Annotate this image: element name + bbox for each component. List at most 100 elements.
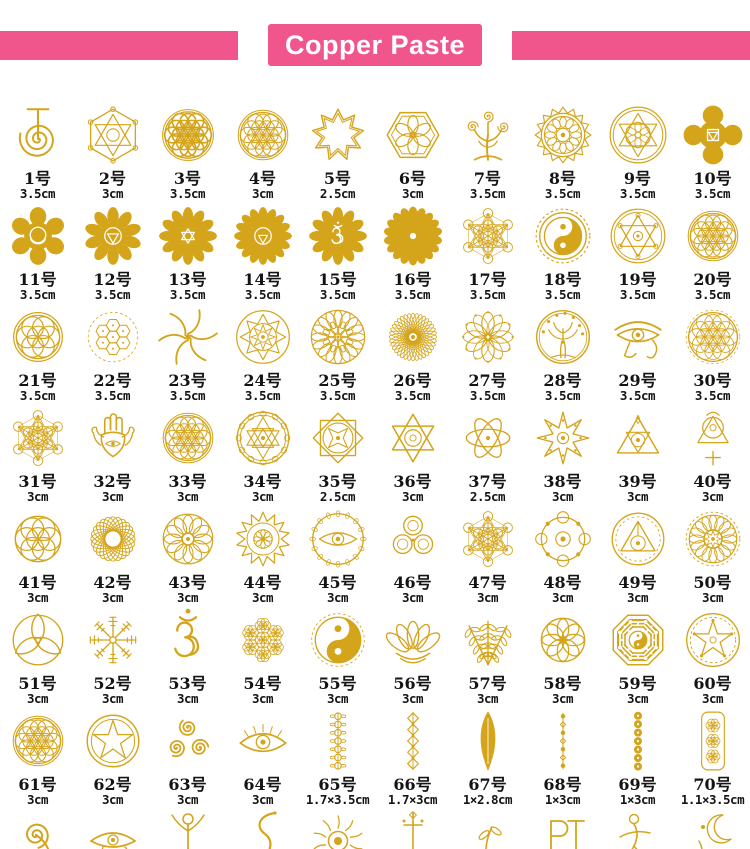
- product-item: 48号 3cm: [525, 504, 600, 605]
- partial-item: [450, 807, 525, 849]
- hexagon-flower-icon: [376, 100, 450, 170]
- dense-mandala-icon: [676, 504, 750, 574]
- item-number: 30号: [693, 371, 732, 390]
- honeycomb-flower-icon: [76, 302, 150, 372]
- item-size: 3cm: [626, 590, 649, 605]
- item-size: 3.5cm: [544, 287, 581, 302]
- raised-figure-icon: [156, 807, 220, 849]
- product-item: 32号 3cm: [75, 403, 150, 504]
- item-number: 10号: [693, 169, 732, 188]
- lotus-mandala-icon: [301, 302, 375, 372]
- item-number: 26号: [393, 371, 432, 390]
- item-size: 1.1×3.5cm: [680, 792, 745, 807]
- celtic-knot-icon: [451, 403, 525, 473]
- cross-wand-icon: [381, 807, 445, 849]
- moon-figure-icon: [681, 807, 745, 849]
- product-item: 66号 1.7×3cm: [375, 706, 450, 807]
- product-item: 56号 3cm: [375, 605, 450, 706]
- partial-item: [675, 807, 750, 849]
- item-size: 3cm: [401, 691, 424, 706]
- product-item: 52号 3cm: [75, 605, 150, 706]
- reiki-spiral-icon: [1, 100, 75, 170]
- item-number: 24号: [243, 371, 282, 390]
- item-number: 66号: [393, 775, 432, 794]
- item-size: 3cm: [176, 489, 199, 504]
- product-item: 20号 3.5cm: [675, 201, 750, 302]
- product-item: 55号 3cm: [300, 605, 375, 706]
- product-item: 34号 3cm: [225, 403, 300, 504]
- product-item: 39号 3cm: [600, 403, 675, 504]
- product-item: 58号 3cm: [525, 605, 600, 706]
- product-item: 19号 3.5cm: [600, 201, 675, 302]
- slender-leaf-icon: [451, 706, 525, 776]
- item-number: 59号: [618, 674, 657, 693]
- rune-compass-icon: [76, 605, 150, 675]
- product-item: 16号 3.5cm: [375, 201, 450, 302]
- item-number: 5号: [323, 169, 352, 188]
- beaded-line-icon: [526, 706, 600, 776]
- item-size: 3cm: [401, 590, 424, 605]
- item-size: 3cm: [26, 590, 49, 605]
- item-number: 17号: [468, 270, 507, 289]
- item-size: 1.7×3cm: [387, 792, 438, 807]
- item-number: 63号: [168, 775, 207, 794]
- product-item: 45号 3cm: [300, 504, 375, 605]
- product-item: 17号 3.5cm: [450, 201, 525, 302]
- hexagram-mandala-icon: [601, 100, 675, 170]
- item-number: 38号: [543, 472, 582, 491]
- item-size: 1.7×3.5cm: [305, 792, 370, 807]
- product-item: 35号 2.5cm: [300, 403, 375, 504]
- eight-point-star-icon: [526, 403, 600, 473]
- partial-item: [525, 807, 600, 849]
- product-item: 62号 3cm: [75, 706, 150, 807]
- item-size: 3cm: [251, 590, 274, 605]
- partial-item: [150, 807, 225, 849]
- item-number: 12号: [93, 270, 132, 289]
- dot-column-icon: [601, 706, 675, 776]
- item-number: 40号: [693, 472, 732, 491]
- product-item: 50号 3cm: [675, 504, 750, 605]
- product-item: 57号 3cm: [450, 605, 525, 706]
- rosette-cluster-icon: [226, 605, 300, 675]
- flower-of-life-dense-icon: [151, 100, 225, 170]
- product-item: 70号 1.1×3.5cm: [675, 706, 750, 807]
- product-item: 5号 2.5cm: [300, 100, 375, 201]
- product-item: 30号 3.5cm: [675, 302, 750, 403]
- item-size: 3.5cm: [19, 186, 56, 201]
- item-size: 3cm: [401, 186, 424, 201]
- item-number: 14号: [243, 270, 282, 289]
- item-size: 3.5cm: [319, 287, 356, 302]
- product-item: 9号 3.5cm: [600, 100, 675, 201]
- item-size: 3cm: [176, 590, 199, 605]
- item-size: 3cm: [251, 186, 274, 201]
- product-item: 60号 3cm: [675, 605, 750, 706]
- item-number: 48号: [543, 573, 582, 592]
- merkaba-hexagon-icon: [76, 100, 150, 170]
- product-item: 28号 3.5cm: [525, 302, 600, 403]
- item-size: 3.5cm: [94, 287, 131, 302]
- item-size: 3cm: [701, 590, 724, 605]
- item-size: 3.5cm: [19, 388, 56, 403]
- item-number: 47号: [468, 573, 507, 592]
- item-number: 45号: [318, 573, 357, 592]
- item-number: 16号: [393, 270, 432, 289]
- triple-rings-icon: [376, 504, 450, 574]
- item-size: 3cm: [101, 792, 124, 807]
- item-number: 44号: [243, 573, 282, 592]
- flower-of-life-icon: [676, 201, 750, 271]
- dancing-figure-icon: [606, 807, 670, 849]
- mystic-eye-icon: [226, 706, 300, 776]
- item-number: 50号: [693, 573, 732, 592]
- triquetra-icon: [1, 605, 75, 675]
- item-size: 3cm: [626, 489, 649, 504]
- product-item: 7号 3.5cm: [450, 100, 525, 201]
- product-item: 15号 3.5cm: [300, 201, 375, 302]
- header-banner: Copper Paste: [0, 24, 750, 66]
- pentagram-ring-icon: [76, 706, 150, 776]
- partial-item: [75, 807, 150, 849]
- flower-of-life-icon: [151, 403, 225, 473]
- om-lotus-icon: [301, 201, 375, 271]
- page-title-box: Copper Paste: [268, 24, 482, 66]
- product-item: 11号 3.5cm: [0, 201, 75, 302]
- item-size: 3.5cm: [469, 287, 506, 302]
